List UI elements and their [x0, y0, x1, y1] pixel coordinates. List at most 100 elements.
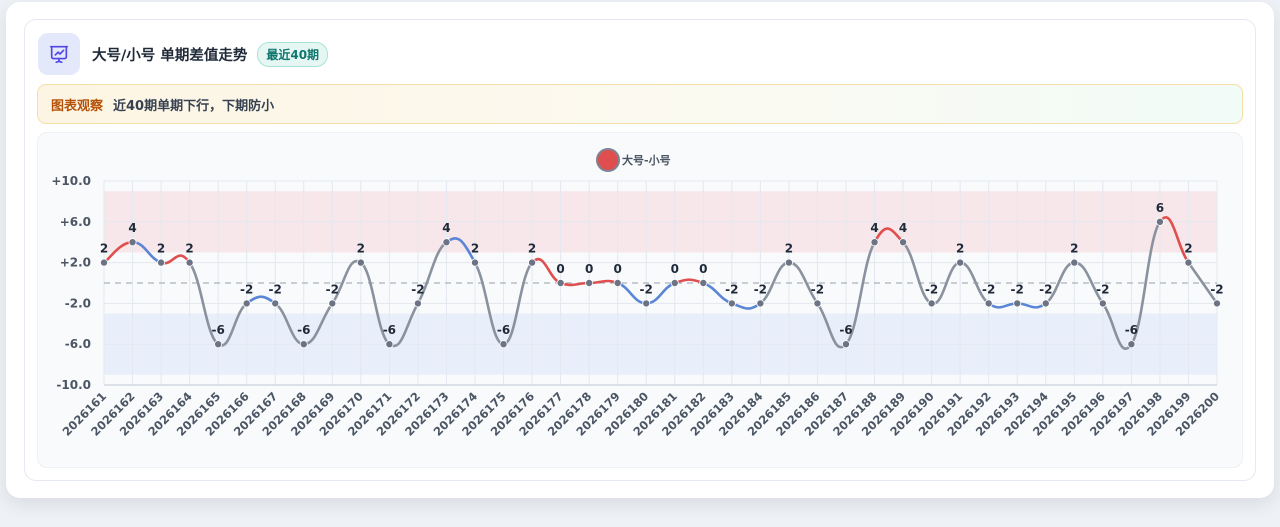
data-point[interactable]	[699, 278, 708, 287]
data-point[interactable]	[157, 258, 166, 267]
chart-presentation-icon	[38, 33, 80, 75]
chart-card: 大号/小号 单期差值走势 最近40期 图表观察 近40期单期下行，下期防小 +1…	[24, 19, 1256, 481]
data-point[interactable]	[842, 340, 851, 349]
data-point[interactable]	[385, 340, 394, 349]
series-line-segment	[901, 240, 933, 305]
line-chart: +10.0 +6.0 +2.0 -2.0 -6.0 -10.0 2026161202616…	[51, 148, 1224, 439]
y-tick-label: -2.0	[65, 296, 91, 310]
data-label: -2	[1210, 282, 1223, 296]
data-point[interactable]	[813, 299, 822, 308]
data-point[interactable]	[100, 258, 109, 267]
data-label: 4	[899, 221, 907, 235]
data-label: -6	[839, 323, 852, 337]
data-label: 2	[956, 242, 964, 256]
data-label: 0	[585, 262, 593, 276]
data-label: 0	[556, 262, 564, 276]
data-label: -2	[326, 282, 339, 296]
data-point[interactable]	[128, 238, 137, 247]
data-label: -6	[297, 323, 310, 337]
data-point[interactable]	[670, 278, 679, 287]
data-label: -2	[1011, 282, 1024, 296]
data-point[interactable]	[556, 278, 565, 287]
data-label: 2	[357, 242, 365, 256]
data-label: -2	[640, 282, 653, 296]
y-tick-label: +10.0	[51, 174, 91, 188]
data-label: -6	[383, 323, 396, 337]
data-label: -2	[925, 282, 938, 296]
card-title: 大号/小号 单期差值走势	[92, 47, 248, 64]
data-label: -6	[497, 323, 510, 337]
data-point[interactable]	[328, 299, 337, 308]
data-point[interactable]	[1184, 258, 1193, 267]
series-line-segment	[1015, 302, 1048, 309]
data-label: 6	[1156, 201, 1164, 215]
series-line-segment	[1130, 220, 1162, 346]
series-line-segment	[559, 281, 591, 287]
data-point[interactable]	[242, 299, 251, 308]
page-container: 大号/小号 单期差值走势 最近40期 图表观察 近40期单期下行，下期防小 +1…	[6, 2, 1274, 498]
series-line-segment	[1158, 216, 1190, 264]
series-line-segment	[1101, 302, 1133, 350]
data-label: -2	[1096, 282, 1109, 296]
data-label: 0	[671, 262, 679, 276]
data-point[interactable]	[442, 238, 451, 247]
data-label: -2	[1039, 282, 1052, 296]
observation-notice: 图表观察 近40期单期下行，下期防小	[37, 84, 1243, 124]
data-point[interactable]	[299, 340, 308, 349]
y-tick-label: -6.0	[65, 337, 91, 351]
data-label: 0	[699, 262, 707, 276]
data-label: -2	[725, 282, 738, 296]
series-line-segment	[844, 240, 876, 346]
data-point[interactable]	[756, 299, 765, 308]
data-point[interactable]	[927, 299, 936, 308]
data-label: 4	[870, 221, 878, 235]
data-point[interactable]	[528, 258, 537, 267]
data-label: -2	[982, 282, 995, 296]
data-label: 0	[614, 262, 622, 276]
data-label: 4	[442, 221, 450, 235]
data-point[interactable]	[1041, 299, 1050, 308]
card-header: 大号/小号 单期差值走势 最近40期	[38, 33, 329, 75]
data-point[interactable]	[470, 258, 479, 267]
legend[interactable]: 大号-小号	[596, 148, 671, 172]
series-line-segment	[188, 261, 220, 346]
data-label: -2	[754, 282, 767, 296]
y-tick-label: +6.0	[60, 215, 91, 229]
data-point[interactable]	[1155, 217, 1164, 226]
chart-panel: +10.0 +6.0 +2.0 -2.0 -6.0 -10.0 2026161 202616…	[37, 132, 1243, 468]
series-line-segment	[359, 261, 391, 346]
data-point[interactable]	[613, 278, 622, 287]
data-point[interactable]	[727, 299, 736, 308]
data-point[interactable]	[499, 340, 508, 349]
data-point[interactable]	[271, 299, 280, 308]
data-point[interactable]	[413, 299, 422, 308]
data-point[interactable]	[214, 340, 223, 349]
data-point[interactable]	[984, 299, 993, 308]
data-point[interactable]	[956, 258, 965, 267]
data-point[interactable]	[1127, 340, 1136, 349]
data-point[interactable]	[1013, 299, 1022, 308]
series-line-segment	[416, 240, 448, 305]
data-label: -2	[269, 282, 282, 296]
data-labels: 2 4 2 2 -6 -2 -2 -6 -2 2 -6 -2 4 2 -6 2 0 0 0 -2 0 0 -2 -2 2 -2 -6…	[100, 201, 1224, 337]
grid-layer	[103, 180, 1218, 386]
data-point[interactable]	[1098, 299, 1107, 308]
data-point[interactable]	[356, 258, 365, 267]
data-point[interactable]	[185, 258, 194, 267]
series-line-segment	[873, 227, 905, 244]
series-line-segment	[502, 261, 534, 346]
data-point[interactable]	[1213, 299, 1222, 308]
series-line-segment	[730, 302, 762, 310]
data-point[interactable]	[870, 238, 879, 247]
notice-text: 近40期单期下行，下期防小	[113, 98, 275, 114]
data-point[interactable]	[1070, 258, 1079, 267]
data-label: -2	[411, 282, 424, 296]
x-axis: 2026161202616220261632026164202616520261…	[60, 389, 1223, 439]
data-point[interactable]	[784, 258, 793, 267]
data-label: 2	[100, 242, 108, 256]
y-tick-label: +2.0	[60, 256, 91, 270]
data-point[interactable]	[899, 238, 908, 247]
data-label: 2	[785, 242, 793, 256]
data-point[interactable]	[642, 299, 651, 308]
data-point[interactable]	[585, 278, 594, 287]
